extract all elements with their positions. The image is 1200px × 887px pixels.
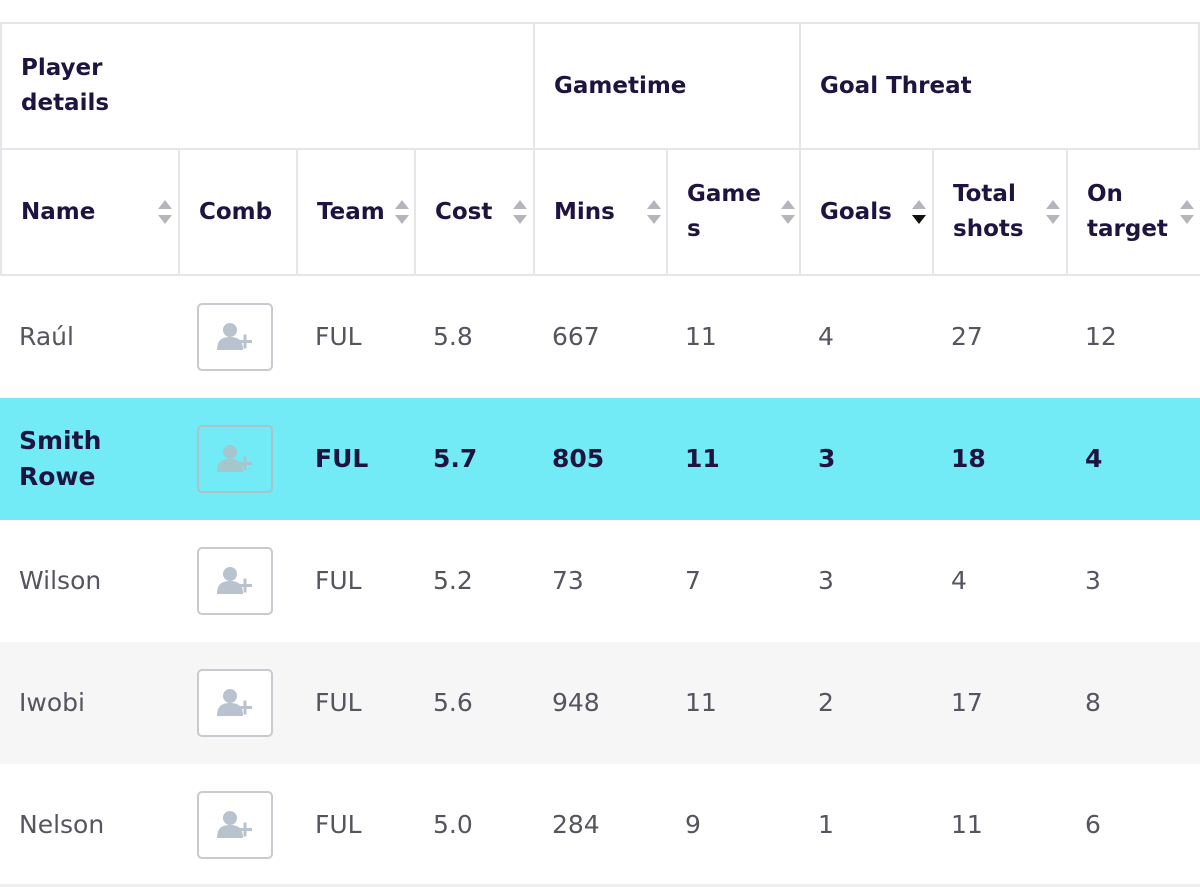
on-target-value: 12 bbox=[1085, 322, 1117, 351]
total-shots-value: 27 bbox=[951, 322, 983, 351]
mins-value: 948 bbox=[552, 688, 600, 717]
player-name[interactable]: Nelson bbox=[19, 810, 105, 839]
games-value: 7 bbox=[685, 566, 701, 595]
table-bottom-divider bbox=[0, 884, 1200, 887]
cost-value: 5.2 bbox=[433, 566, 473, 595]
table-row-highlighted[interactable]: Smith Rowe FUL 5.7 805 11 3 18 4 bbox=[0, 398, 1200, 520]
group-header-row: Player details Gametime Goal Threat bbox=[0, 22, 1200, 150]
column-mins-label: Mins bbox=[554, 198, 615, 225]
column-games-label: Game s bbox=[687, 181, 761, 242]
column-name[interactable]: Name bbox=[0, 150, 180, 274]
add-user-icon bbox=[217, 445, 252, 472]
on-target-value: 6 bbox=[1085, 810, 1101, 839]
column-team[interactable]: Team bbox=[296, 150, 416, 274]
cost-value: 5.0 bbox=[433, 810, 473, 839]
add-player-button[interactable] bbox=[197, 303, 273, 371]
team-value: FUL bbox=[315, 688, 362, 717]
on-target-value: 4 bbox=[1085, 444, 1103, 473]
group-gametime: Gametime bbox=[533, 24, 801, 148]
column-total-shots-label: Total shots bbox=[953, 181, 1024, 242]
group-player-details: Player details bbox=[0, 24, 535, 148]
mins-value: 284 bbox=[552, 810, 600, 839]
add-player-button[interactable] bbox=[197, 547, 273, 615]
player-name[interactable]: Raúl bbox=[19, 322, 74, 351]
player-name[interactable]: Smith Rowe bbox=[19, 426, 102, 491]
add-user-icon bbox=[217, 811, 252, 838]
on-target-value: 3 bbox=[1085, 566, 1101, 595]
column-header-row: Name Comb Team Cost Mins Gam bbox=[0, 150, 1200, 276]
column-goals-label: Goals bbox=[820, 198, 892, 225]
column-mins[interactable]: Mins bbox=[533, 150, 668, 274]
column-games[interactable]: Game s bbox=[666, 150, 801, 274]
team-value: FUL bbox=[315, 444, 369, 473]
team-value: FUL bbox=[315, 810, 362, 839]
cost-value: 5.7 bbox=[433, 444, 478, 473]
group-goal-threat: Goal Threat bbox=[799, 24, 1200, 148]
table-row[interactable]: Iwobi FUL 5.6 948 11 2 17 8 bbox=[0, 642, 1200, 764]
add-player-button[interactable] bbox=[197, 791, 273, 859]
games-value: 11 bbox=[685, 688, 717, 717]
add-player-button[interactable] bbox=[197, 669, 273, 737]
total-shots-value: 17 bbox=[951, 688, 983, 717]
total-shots-value: 11 bbox=[951, 810, 983, 839]
top-spacer bbox=[0, 0, 1200, 22]
goals-value: 4 bbox=[818, 322, 834, 351]
group-player-details-label: Player details bbox=[21, 55, 110, 116]
sort-updown-icon[interactable] bbox=[1179, 198, 1195, 226]
column-goals[interactable]: Goals bbox=[799, 150, 934, 274]
column-cost-label: Cost bbox=[435, 198, 493, 225]
sort-updown-icon[interactable] bbox=[512, 198, 528, 226]
sort-updown-icon[interactable] bbox=[394, 198, 410, 226]
games-value: 11 bbox=[685, 444, 720, 473]
player-name[interactable]: Iwobi bbox=[19, 688, 85, 717]
player-name[interactable]: Wilson bbox=[19, 566, 102, 595]
table-row[interactable]: Raúl FUL 5.8 667 11 4 27 12 bbox=[0, 276, 1200, 398]
table-row[interactable]: Wilson FUL 5.2 73 7 3 4 3 bbox=[0, 520, 1200, 642]
add-user-icon bbox=[217, 567, 252, 594]
cost-value: 5.8 bbox=[433, 322, 473, 351]
sort-updown-icon[interactable] bbox=[780, 198, 796, 226]
group-goal-threat-label: Goal Threat bbox=[820, 72, 972, 99]
total-shots-value: 18 bbox=[951, 444, 986, 473]
games-value: 9 bbox=[685, 810, 701, 839]
sort-descending-icon[interactable] bbox=[911, 198, 927, 226]
column-name-label: Name bbox=[21, 198, 96, 225]
goals-value: 2 bbox=[818, 688, 834, 717]
mins-value: 73 bbox=[552, 566, 584, 595]
column-total-shots[interactable]: Total shots bbox=[932, 150, 1067, 274]
add-player-button[interactable] bbox=[197, 425, 273, 493]
cost-value: 5.6 bbox=[433, 688, 473, 717]
column-comb-label: Comb bbox=[199, 198, 273, 225]
goals-value: 1 bbox=[818, 810, 834, 839]
goals-value: 3 bbox=[818, 566, 834, 595]
sort-updown-icon[interactable] bbox=[646, 198, 662, 226]
mins-value: 667 bbox=[552, 322, 600, 351]
column-on-target-label: On target bbox=[1087, 181, 1168, 242]
group-gametime-label: Gametime bbox=[554, 72, 687, 99]
sort-updown-icon[interactable] bbox=[157, 198, 173, 226]
column-comb: Comb bbox=[178, 150, 298, 274]
column-on-target[interactable]: On target bbox=[1066, 150, 1200, 274]
add-user-icon bbox=[217, 323, 252, 350]
column-cost[interactable]: Cost bbox=[414, 150, 535, 274]
goals-value: 3 bbox=[818, 444, 836, 473]
team-value: FUL bbox=[315, 322, 362, 351]
mins-value: 805 bbox=[552, 444, 605, 473]
on-target-value: 8 bbox=[1085, 688, 1101, 717]
games-value: 11 bbox=[685, 322, 717, 351]
total-shots-value: 4 bbox=[951, 566, 967, 595]
sort-updown-icon[interactable] bbox=[1045, 198, 1061, 226]
team-value: FUL bbox=[315, 566, 362, 595]
column-team-label: Team bbox=[317, 198, 385, 225]
table-row[interactable]: Nelson FUL 5.0 284 9 1 11 6 bbox=[0, 764, 1200, 886]
add-user-icon bbox=[217, 689, 252, 716]
